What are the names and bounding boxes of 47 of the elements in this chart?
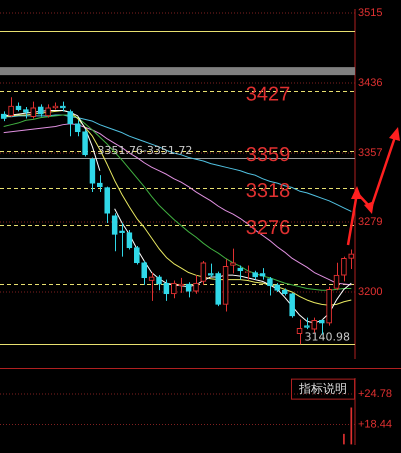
candlestick bbox=[60, 101, 66, 112]
candlestick bbox=[170, 280, 177, 299]
y-tick-label: 3200 bbox=[358, 286, 382, 298]
candlestick bbox=[126, 230, 132, 250]
candlestick bbox=[230, 248, 236, 274]
candlestick bbox=[8, 96, 14, 118]
candlestick bbox=[30, 101, 36, 119]
candlestick bbox=[274, 282, 280, 293]
candlestick bbox=[267, 276, 273, 296]
candlestick bbox=[148, 272, 154, 302]
candlestick bbox=[90, 157, 96, 192]
candlestick bbox=[45, 104, 51, 118]
annotation: 指标说明 bbox=[298, 382, 347, 396]
candlestick bbox=[0, 110, 7, 122]
candlestick bbox=[186, 282, 192, 298]
ref-line-label: 3318 bbox=[246, 180, 290, 202]
candlestick bbox=[156, 274, 162, 291]
candlestick bbox=[311, 317, 318, 334]
candlestick bbox=[52, 102, 58, 110]
candlestick bbox=[82, 128, 88, 158]
candlestick bbox=[304, 317, 310, 330]
y-tick-label: +18.44 bbox=[358, 418, 392, 431]
candlestick bbox=[164, 279, 170, 302]
candlestick bbox=[222, 258, 228, 312]
candlestick bbox=[296, 318, 302, 345]
y-tick-label: 3515 bbox=[358, 7, 382, 20]
candlestick bbox=[178, 277, 184, 294]
candlestick bbox=[112, 212, 118, 252]
candlestick bbox=[16, 102, 22, 112]
annotation: 3140.98 bbox=[304, 330, 350, 344]
candlestick bbox=[348, 249, 354, 270]
y-tick-label: 3436 bbox=[358, 77, 382, 90]
candlestick bbox=[341, 256, 347, 282]
candlestick bbox=[260, 268, 266, 280]
candlestick bbox=[215, 271, 222, 307]
candlestick bbox=[67, 109, 74, 137]
candlestick bbox=[193, 274, 199, 294]
y-tick-label: +24.78 bbox=[358, 388, 392, 400]
candlestick bbox=[289, 292, 295, 318]
candlestick bbox=[141, 260, 148, 286]
y-tick-label: 3357 bbox=[358, 147, 382, 160]
candlestick bbox=[104, 186, 110, 224]
candlestick bbox=[326, 286, 332, 326]
candlestick bbox=[200, 260, 206, 286]
candlestick bbox=[334, 262, 340, 291]
y-tick-label: 3279 bbox=[358, 216, 382, 228]
ref-line-label: 3427 bbox=[246, 84, 290, 106]
